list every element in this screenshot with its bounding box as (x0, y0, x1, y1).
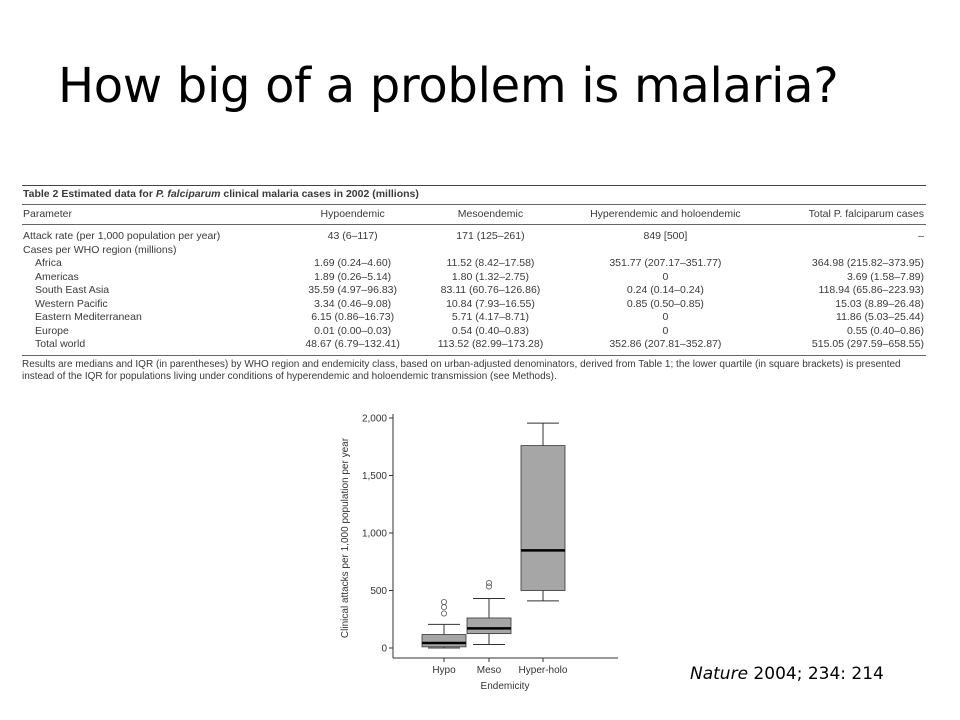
table-row: Western Pacific 3.34 (0.46–9.08) 10.84 (7.… (22, 298, 926, 312)
table-cell: 0 (662, 324, 669, 337)
table-cell: 43 (6–117) (327, 230, 378, 242)
table-cell: 364.98 (215.82–373.95) (811, 257, 924, 269)
row-label: South East Asia (35, 284, 110, 296)
header-hypoendemic: Hypoendemic (287, 204, 418, 225)
y-tick-label: 1,500 (362, 471, 387, 482)
table-cell: 1.89 (0.26–5.14) (314, 270, 392, 283)
outlier-point (485, 580, 492, 587)
citation-details: 2004; 234: 214 (748, 664, 884, 684)
table-cell: 5.71 (4.17–8.71) (451, 311, 529, 323)
table-cell: 83.11 (60.76–126.86) (440, 284, 541, 296)
citation: Nature 2004; 234: 214 (690, 664, 884, 684)
table-cell: 351.77 (207.17–351.77) (609, 257, 722, 269)
table-cell: 6.15 (0.86–16.73) (311, 311, 395, 323)
row-label: Europe (35, 324, 69, 337)
y-tick-label: 1,000 (362, 529, 387, 540)
row-label: Eastern Mediterranean (35, 311, 142, 323)
table-cell: 849 [500] (643, 230, 688, 242)
table-caption-prefix: Table 2 (23, 188, 59, 200)
x-tick-label: Hyper-holo (519, 665, 568, 676)
x-tick-label: Meso (477, 665, 502, 676)
outlier-point (485, 583, 492, 590)
box-meso (466, 617, 512, 635)
y-tick-label: 2,000 (362, 414, 387, 425)
table-cell: 0.85 (0.50–0.85) (626, 297, 704, 310)
slide-title: How big of a problem is malaria? (58, 58, 839, 114)
table-row: South East Asia 35.59 (4.97–96.83) 83.11 (… (22, 284, 926, 298)
table-row: Africa 1.69 (0.24–4.60) 11.52 (8.42–17.58)… (22, 257, 926, 271)
header-total: Total P. falciparum cases (767, 204, 926, 225)
table-cell (563, 244, 768, 258)
table-cell: 11.52 (8.42–17.58) (446, 257, 535, 269)
table-cell: 113.52 (82.99–173.28) (417, 338, 563, 356)
table-cell: 0.01 (0.00–0.03) (314, 324, 392, 337)
outlier-point (441, 610, 448, 617)
row-label: Africa (35, 257, 62, 269)
table-cell: 0 (662, 270, 669, 283)
box-hypo (421, 634, 467, 648)
table-cell: – (918, 230, 924, 242)
table-cell: 10.84 (7.93–16.55) (446, 297, 535, 310)
table-cell: 352.86 (207.81–352.87) (562, 338, 768, 356)
x-tick-label: Hypo (432, 665, 456, 676)
row-label: Western Pacific (35, 297, 108, 310)
data-table-figure: Table 2 Estimated data for P. falciparum… (22, 185, 926, 384)
table-caption-suffix: clinical malaria cases in 2002 (millions… (220, 188, 419, 200)
table-cell: 35.59 (4.97–96.83) (308, 284, 398, 296)
row-label: Total world (22, 338, 288, 356)
header-parameter: Parameter (22, 204, 288, 225)
table-row: Attack rate (per 1,000 population per ye… (22, 225, 926, 244)
table-cell (287, 244, 418, 258)
table-row: Europe 0.01 (0.00–0.03) 0.54 (0.40–0.83) 0 0… (22, 325, 926, 339)
table-cell: 15.03 (8.89–26.48) (835, 297, 924, 310)
header-hyperendemic: Hyperendemic and holoendemic (562, 204, 768, 225)
table-cell: 171 (125–261) (456, 230, 525, 242)
table-cell: 515.05 (297.59–658.55) (767, 338, 926, 356)
table-row: Eastern Mediterranean 6.15 (0.86–16.73) 5.… (22, 311, 926, 325)
table-caption-main: Estimated data for (61, 188, 156, 200)
table-cell: 0.24 (0.14–0.24) (626, 284, 704, 296)
plot-area (393, 412, 623, 658)
table-row: Americas 1.89 (0.26–5.14) 1.80 (1.32–2.75)… (22, 271, 926, 285)
table-cell (418, 244, 563, 258)
row-label: Americas (35, 270, 79, 283)
table-cell: 0.55 (0.40–0.86) (846, 324, 924, 337)
table-cell: 11.86 (5.03–25.44) (836, 311, 924, 323)
table-cell: 1.80 (1.32–2.75) (451, 270, 529, 283)
table-caption: Table 2 Estimated data for P. falciparum… (22, 185, 926, 204)
y-tick-label: 0 (381, 644, 387, 655)
x-axis-title: Endemicity (481, 681, 530, 692)
table-cell: 118.94 (65.86–223.93) (818, 284, 924, 296)
header-mesoendemic: Mesoendemic (417, 204, 563, 225)
outlier-point (441, 598, 448, 605)
y-tick-label: 500 (370, 586, 387, 597)
table-cell (768, 244, 926, 258)
boxplot-chart: 0 500 1,000 1,500 2,000 Hypo Meso Hyper-holo End… (340, 412, 623, 692)
table-cell: 3.69 (1.58–7.89) (846, 270, 924, 283)
table-cell: 1.69 (0.24–4.60) (314, 257, 392, 269)
table-cell: 0.54 (0.40–0.83) (451, 324, 529, 337)
box-hyper-holo (520, 445, 566, 591)
table-caption-species: P. falciparum (155, 188, 221, 200)
row-label: Cases per WHO region (millions) (23, 243, 177, 256)
y-axis-title: Clinical attacks per 1,000 population pe… (340, 437, 351, 638)
table-cell: 3.34 (0.46–9.08) (314, 297, 392, 310)
table-header-row: Parameter Hypoendemic Mesoendemic Hypere… (22, 204, 926, 225)
row-label: Attack rate (per 1,000 population per ye… (23, 230, 221, 242)
estimates-table: Parameter Hypoendemic Mesoendemic Hypere… (22, 204, 926, 356)
citation-journal: Nature (690, 664, 749, 684)
table-row: Cases per WHO region (millions) (22, 244, 926, 258)
table-cell: 0 (662, 311, 669, 323)
table-row: Total world 48.67 (6.79–132.41) 113.52 (82… (22, 338, 926, 356)
table-footnote: Results are medians and IQR (in parenthe… (22, 358, 901, 383)
table-cell: 48.67 (6.79–132.41) (287, 338, 418, 356)
